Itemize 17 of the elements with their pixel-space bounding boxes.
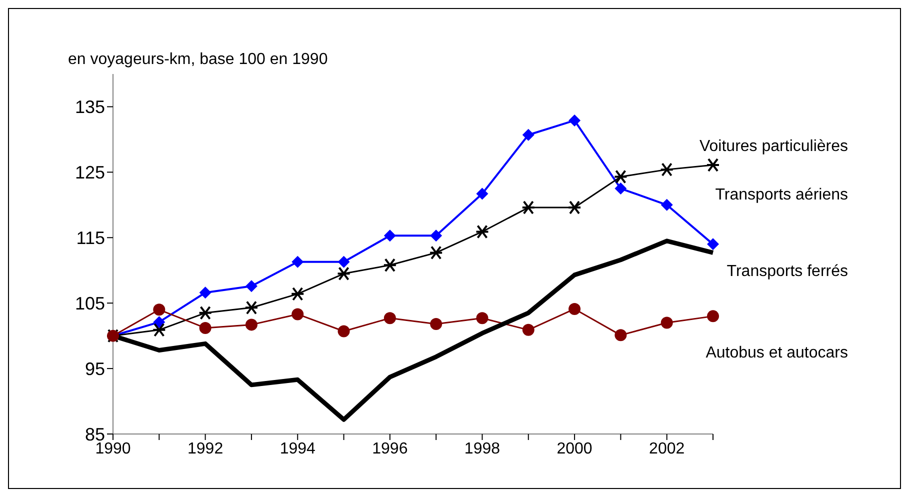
- y-tick-label: 115: [76, 228, 105, 248]
- x-tick-label: 1994: [280, 440, 316, 458]
- series-label: Autobus et autocars: [706, 344, 848, 362]
- text: Transports aériens: [715, 186, 848, 204]
- x-tick-label: 1998: [464, 440, 500, 458]
- y-tick-label: 125: [74, 162, 105, 183]
- y-tick-label: 135: [74, 97, 105, 118]
- x-tick-label: 2002: [649, 440, 685, 458]
- y-tick-label: 105: [74, 293, 105, 314]
- y-axis-title: en voyageurs-km, base 100 en 1990: [68, 51, 328, 69]
- x-tick-label: 1996: [372, 440, 408, 458]
- x-tick-label: 1992: [188, 440, 224, 458]
- y-tick-label: 95: [84, 358, 105, 379]
- series-label: Voitures particulières: [699, 138, 848, 156]
- series-label: Transports ferrés: [726, 262, 848, 280]
- x-tick-label: 2000: [556, 440, 592, 458]
- x-tick-label: 1990: [95, 440, 131, 458]
